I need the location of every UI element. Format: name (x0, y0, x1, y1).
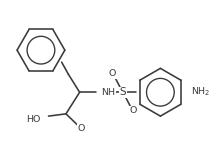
Text: O: O (77, 124, 85, 133)
Text: S: S (120, 87, 126, 97)
Text: NH$_2$: NH$_2$ (191, 86, 210, 99)
Text: O: O (109, 69, 116, 78)
Text: NH: NH (101, 88, 115, 97)
Text: HO: HO (27, 115, 41, 124)
Text: O: O (130, 106, 137, 115)
